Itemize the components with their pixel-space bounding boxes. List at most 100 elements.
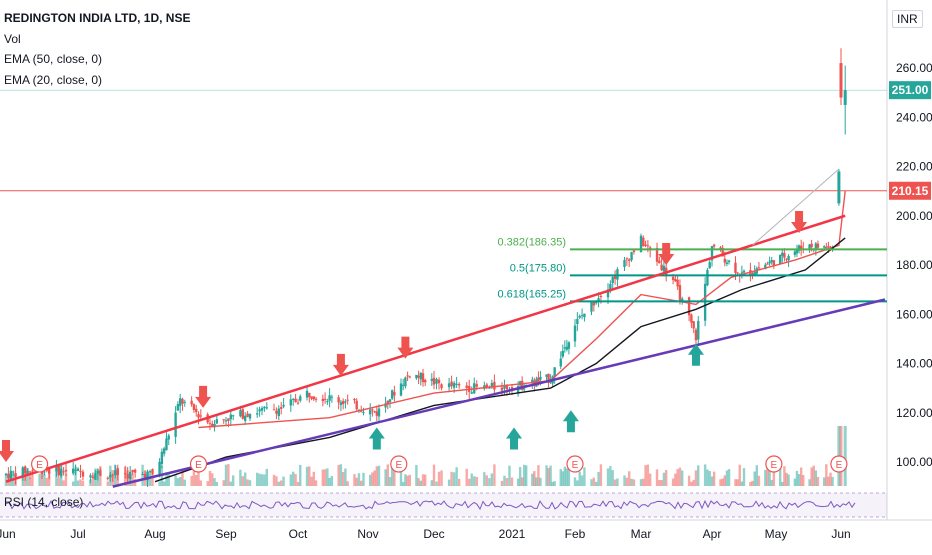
volume-bar: [241, 476, 244, 486]
up-arrow-icon: [506, 427, 523, 450]
volume-bar: [632, 479, 636, 486]
candle-body: [751, 273, 754, 275]
candle-body: [26, 470, 29, 475]
volume-bar: [357, 473, 361, 486]
volume-bar: [323, 469, 327, 486]
candle-body: [362, 412, 365, 414]
legend-ema20[interactable]: EMA (20, close, 0): [4, 72, 103, 87]
candles-layer: [4, 48, 847, 487]
currency-badge[interactable]: INR: [892, 10, 923, 28]
candle-body: [417, 375, 420, 378]
candle-body: [296, 402, 300, 404]
volume-bar: [393, 467, 396, 486]
earnings-label: E: [195, 460, 202, 471]
candle-body: [386, 400, 389, 405]
candle-body: [292, 399, 295, 401]
legend-vol[interactable]: Vol: [4, 31, 21, 46]
volume-bar: [148, 474, 152, 486]
candle-body: [757, 267, 761, 269]
volume-bar: [795, 470, 799, 486]
candle-body: [522, 388, 526, 390]
candle-body: [708, 262, 711, 269]
volume-bar: [630, 478, 633, 486]
volume-bar: [195, 475, 198, 486]
candle-body: [676, 279, 679, 287]
volume-bar: [76, 480, 80, 486]
volume-bar: [490, 473, 494, 486]
candle-body: [246, 413, 249, 417]
candle-body: [106, 477, 110, 479]
candle-body: [96, 470, 100, 474]
volume-bar: [727, 469, 731, 486]
volume-bar: [404, 474, 407, 486]
time-tick-label: Aug: [144, 527, 165, 541]
candle-body: [450, 381, 453, 387]
volume-bar: [768, 464, 771, 486]
candle-body: [742, 270, 746, 273]
reference-price-badge-text: 210.15: [892, 184, 929, 198]
candle-body: [565, 346, 569, 350]
candle-body: [690, 314, 693, 323]
volume-bar: [192, 467, 196, 486]
ema-line: [198, 191, 846, 429]
volume-bar: [787, 474, 790, 486]
candle-body: [141, 474, 144, 476]
volume-bar: [664, 470, 668, 486]
volume-bar: [81, 480, 85, 486]
indicator-layer: [154, 191, 846, 483]
volume-bar: [167, 473, 170, 486]
candle-body: [308, 392, 311, 398]
candle-body: [158, 461, 161, 475]
volume-bar: [829, 472, 832, 486]
fib-label: 0.5(175.80): [510, 262, 566, 274]
volume-bar: [753, 471, 756, 486]
candle-body: [375, 411, 378, 416]
candle-body: [289, 399, 292, 406]
volume-bar: [406, 475, 409, 486]
candle-body: [770, 259, 773, 263]
volume-bar: [344, 468, 347, 486]
candle-body: [736, 272, 739, 274]
candle-body: [597, 298, 600, 302]
candle-body: [424, 379, 427, 383]
up-arrow-icon: [368, 427, 385, 450]
volume-bar: [823, 477, 826, 486]
legend-ema50[interactable]: EMA (50, close, 0): [4, 52, 103, 66]
earnings-label: E: [395, 460, 402, 471]
candle-body: [341, 400, 345, 405]
price-tick-label: 100.00: [896, 455, 932, 469]
candle-body: [391, 390, 394, 399]
volume-bar: [734, 479, 737, 486]
volume-bar: [440, 470, 443, 486]
earnings-icon: [189, 455, 208, 473]
volume-bar: [770, 479, 773, 486]
candle-body: [455, 383, 458, 385]
candle-body: [369, 409, 372, 415]
price-axis: 100.00 120.00 140.00 160.00 180.00 200.00 220.…: [0, 61, 932, 541]
candle-body: [277, 408, 280, 417]
volume-bar: [475, 476, 478, 486]
volume-bar: [452, 472, 456, 486]
candle-body: [60, 468, 63, 476]
candle-body: [43, 471, 46, 473]
candle-body: [143, 473, 147, 479]
candle-body: [208, 423, 212, 425]
candle-body: [547, 373, 550, 383]
candle-body: [211, 423, 214, 427]
candle-body: [655, 247, 659, 262]
candle-body: [710, 246, 714, 261]
candle-body: [160, 451, 164, 465]
down-arrow-icon: [0, 440, 14, 462]
volume-bar: [246, 479, 249, 486]
time-tick-label: Dec: [423, 527, 444, 541]
candle-body: [9, 470, 12, 480]
price-tick-label: 140.00: [896, 357, 932, 371]
rsi-legend[interactable]: RSI (14, close): [4, 495, 84, 509]
candle-body: [265, 407, 268, 409]
candle-body: [625, 258, 629, 260]
legend-title[interactable]: REDINGTON INDIA LTD, 1D, NSE: [4, 11, 191, 25]
volume-bar: [321, 469, 325, 486]
candle-body: [45, 469, 48, 471]
